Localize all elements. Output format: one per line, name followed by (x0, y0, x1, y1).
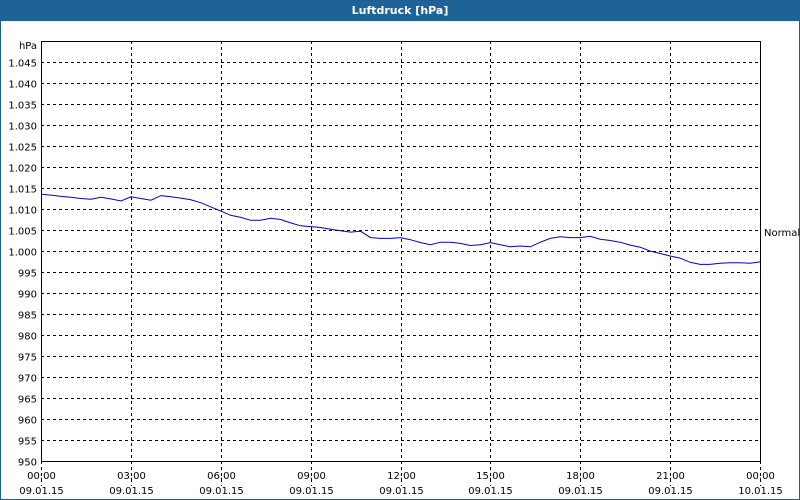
y-tick-label: 950 (18, 458, 37, 469)
x-tick-time-label: 15:00 (476, 471, 505, 482)
y-tick-label: 1.020 (8, 164, 37, 175)
y-axis-tick-labels: 950 955 960 965 970 975 980 985 990 995 1.000 1.005… (8, 59, 37, 469)
x-axis-tick-labels: 00:00 09.01.15 03:00 09.01.15 06:00 09.01.15 0… (19, 471, 783, 497)
x-tick-time-label: 00:00 (27, 471, 56, 482)
x-tick-date-label: 09.01.15 (109, 486, 154, 497)
vertical-gridlines (41, 41, 761, 486)
y-tick-label: 985 (18, 311, 37, 322)
y-tick-label: 960 (18, 416, 37, 427)
x-tick-date-label: 09.01.15 (289, 486, 334, 497)
x-tick-date-label: 09.01.15 (648, 486, 693, 497)
y-tick-label: 1.010 (8, 206, 37, 217)
y-tick-label: 965 (18, 395, 37, 406)
chart-title: Luftdruck [hPa] (1, 1, 799, 21)
x-tick-time-label: 06:00 (207, 471, 236, 482)
x-tick-date-label: 09.01.15 (558, 486, 603, 497)
y-tick-label: 1.015 (8, 185, 37, 196)
y-tick-label: 1.045 (8, 59, 37, 70)
y-tick-label: 980 (18, 332, 37, 343)
x-tick-time-label: 18:00 (566, 471, 595, 482)
plot-area (41, 41, 761, 462)
x-tick-time-label: 09:00 (297, 471, 326, 482)
y-tick-label: 970 (18, 374, 37, 385)
x-tick-time-label: 00:00 (746, 471, 775, 482)
x-tick-time-label: 12:00 (387, 471, 416, 482)
x-tick-date-label: 10.01.15 (738, 486, 783, 497)
y-tick-label: 975 (18, 353, 37, 364)
x-tick-date-label: 09.01.15 (199, 486, 244, 497)
x-tick-time-label: 21:00 (656, 471, 685, 482)
y-tick-label: 1.025 (8, 143, 37, 154)
normal-reference-label: Normal (764, 228, 800, 239)
y-tick-label: 955 (18, 437, 37, 448)
x-tick-date-label: 09.01.15 (468, 486, 513, 497)
y-tick-label: 1.030 (8, 122, 37, 133)
y-tick-label: 1.040 (8, 80, 37, 91)
y-tick-label: 1.005 (8, 227, 37, 238)
x-tick-date-label: 09.01.15 (379, 486, 424, 497)
y-tick-label: 1.000 (8, 248, 37, 259)
y-tick-label: 995 (18, 269, 37, 280)
x-tick-date-label: 09.01.15 (19, 486, 64, 497)
y-tick-label: 1.035 (8, 101, 37, 112)
y-axis-unit-label: hPa (19, 41, 37, 52)
x-tick-time-label: 03:00 (117, 471, 146, 482)
y-tick-label: 990 (18, 290, 37, 301)
pressure-series-line (40, 193, 761, 265)
